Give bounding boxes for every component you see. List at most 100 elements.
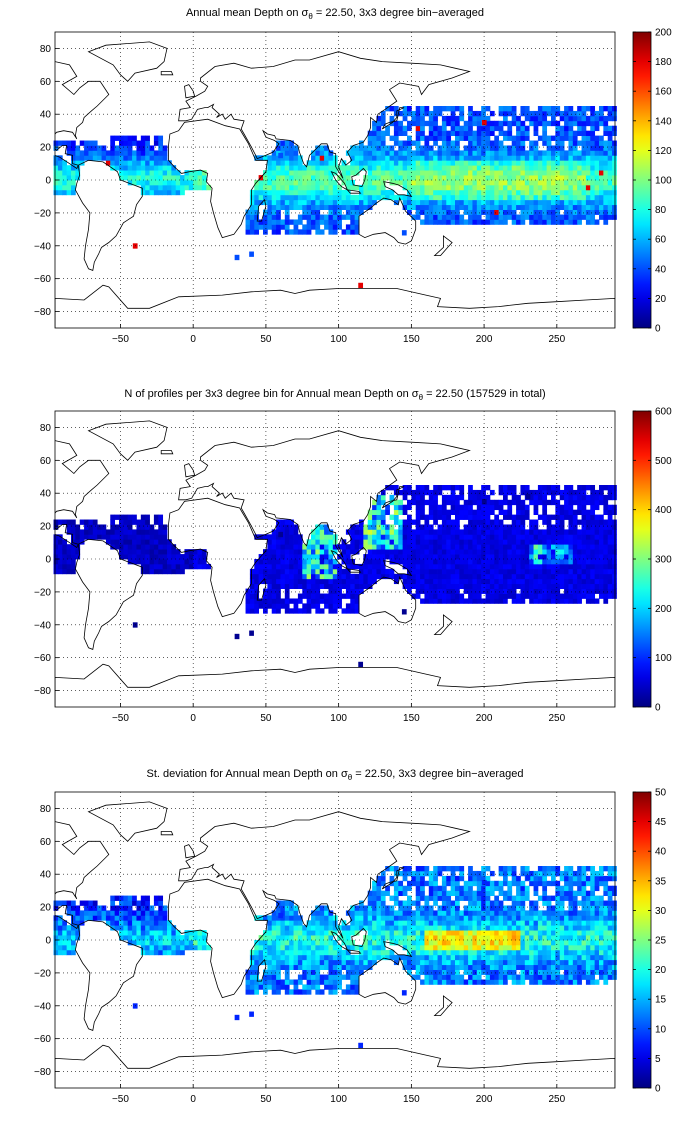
heatmap-cell [272, 564, 277, 569]
heatmap-cell [472, 594, 477, 599]
heatmap-cell [603, 205, 608, 210]
heatmap-cell [407, 520, 412, 525]
heatmap-cell [573, 554, 578, 559]
heatmap-cell [573, 490, 578, 495]
heatmap-cell [350, 579, 355, 584]
heatmap-cell [586, 121, 591, 126]
heatmap-cell [67, 549, 72, 554]
heatmap-cell [568, 524, 573, 529]
heatmap-cell [451, 175, 456, 180]
heatmap-cell [555, 200, 560, 205]
heatmap-cell [158, 930, 163, 935]
heatmap-cell [582, 155, 587, 160]
heatmap-cell [481, 145, 486, 150]
heatmap-cell [411, 881, 416, 886]
heatmap-cell [582, 584, 587, 589]
heatmap-cell [328, 539, 333, 544]
heatmap-cell [67, 940, 72, 945]
heatmap-cell [442, 940, 447, 945]
heatmap-cell [285, 960, 290, 965]
heatmap-cell [516, 150, 521, 155]
heatmap-cell [337, 200, 342, 205]
heatmap-cell [80, 155, 85, 160]
heatmap-cell [477, 505, 482, 510]
heatmap-cell [459, 579, 464, 584]
heatmap-cell [446, 165, 451, 170]
heatmap-cell [472, 975, 477, 980]
heatmap-cell [307, 594, 312, 599]
heatmap-cell [459, 569, 464, 574]
heatmap-cell [459, 549, 464, 554]
heatmap-cell [438, 940, 443, 945]
heatmap-cell [381, 539, 386, 544]
heatmap-cell [333, 975, 338, 980]
heatmap-cell [429, 549, 434, 554]
heatmap-cell [586, 145, 591, 150]
heatmap-cell [468, 539, 473, 544]
heatmap-cell [442, 955, 447, 960]
heatmap-cell [154, 935, 159, 940]
heatmap-cell [490, 170, 495, 175]
heatmap-cell [285, 925, 290, 930]
heatmap-cell [298, 165, 303, 170]
heatmap-cell [538, 564, 543, 569]
heatmap-cell [464, 891, 469, 896]
heatmap-cell [490, 165, 495, 170]
heatmap-cell [333, 574, 338, 579]
heatmap-cell [411, 940, 416, 945]
heatmap-cell [363, 915, 368, 920]
heatmap-cell [411, 165, 416, 170]
heatmap-cell [481, 210, 486, 215]
heatmap-cell [438, 165, 443, 170]
heatmap-cell [507, 200, 512, 205]
heatmap-cell [390, 876, 395, 881]
heatmap-cell [394, 886, 399, 891]
heatmap-cell [280, 603, 285, 608]
heatmap-cell [494, 598, 499, 603]
heatmap-cell [158, 165, 163, 170]
heatmap-cell [433, 155, 438, 160]
heatmap-cell [486, 529, 491, 534]
heatmap-cell [442, 896, 447, 901]
heatmap-cell [276, 205, 281, 210]
heatmap-cell [315, 965, 320, 970]
heatmap-cell [499, 549, 504, 554]
heatmap-cell [368, 569, 373, 574]
heatmap-cell [154, 160, 159, 165]
heatmap-cell [494, 155, 499, 160]
heatmap-cell [154, 515, 159, 520]
heatmap-cell [342, 975, 347, 980]
heatmap-cell [499, 485, 504, 490]
heatmap-cell [385, 544, 390, 549]
heatmap-cell [381, 876, 386, 881]
heatmap-cell [429, 559, 434, 564]
heatmap-cell [520, 180, 525, 185]
heatmap-cell [346, 180, 351, 185]
heatmap-cell [398, 150, 403, 155]
heatmap-cell [398, 910, 403, 915]
heatmap-cell [372, 515, 377, 520]
heatmap-cell [328, 955, 333, 960]
heatmap-cell [464, 190, 469, 195]
heatmap-cell [468, 170, 473, 175]
heatmap-cell [328, 989, 333, 994]
heatmap-cell [424, 539, 429, 544]
heatmap-cell [272, 539, 277, 544]
heatmap-cell [595, 598, 600, 603]
map-panel-3: St. deviation for Annual mean Depth on σ… [0, 768, 667, 1105]
heatmap-cell [176, 940, 181, 945]
heatmap-cell [294, 920, 299, 925]
heatmap-cell [315, 224, 320, 229]
heatmap-cell [381, 891, 386, 896]
heatmap-cell [272, 215, 277, 220]
heatmap-cell [590, 141, 595, 146]
heatmap-cell [424, 165, 429, 170]
heatmap-cell [446, 106, 451, 111]
heatmap-cell [529, 594, 534, 599]
heatmap-cell [311, 559, 316, 564]
heatmap-cell [385, 910, 390, 915]
heatmap-cell [128, 910, 133, 915]
heatmap-cell [525, 589, 530, 594]
heatmap-cell [350, 224, 355, 229]
heatmap-cell [472, 495, 477, 500]
